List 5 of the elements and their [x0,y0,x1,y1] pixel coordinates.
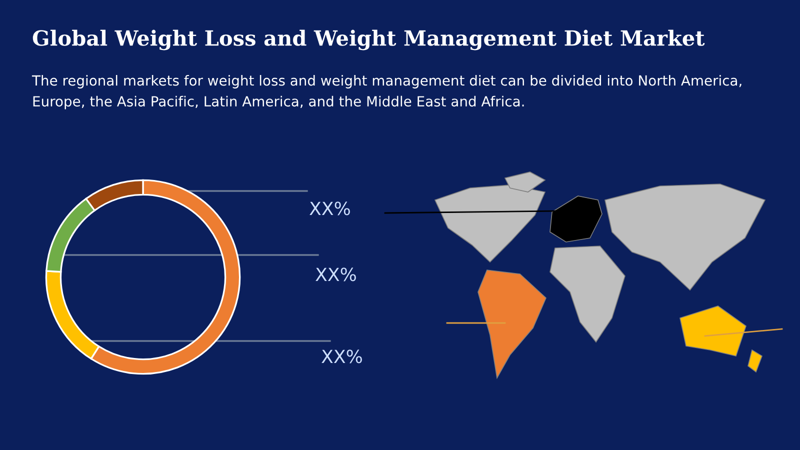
text: The regional markets for weight loss and weight management diet can be divided into North America, Europe, the Asia Pacific, Latin America, and the Middle East and Africa. [32,75,742,110]
text: XX% [310,202,350,216]
text: XX% [316,268,356,282]
text: XX% [322,350,362,364]
text: Global Weight Loss and Weight Management Diet Market [32,30,705,50]
